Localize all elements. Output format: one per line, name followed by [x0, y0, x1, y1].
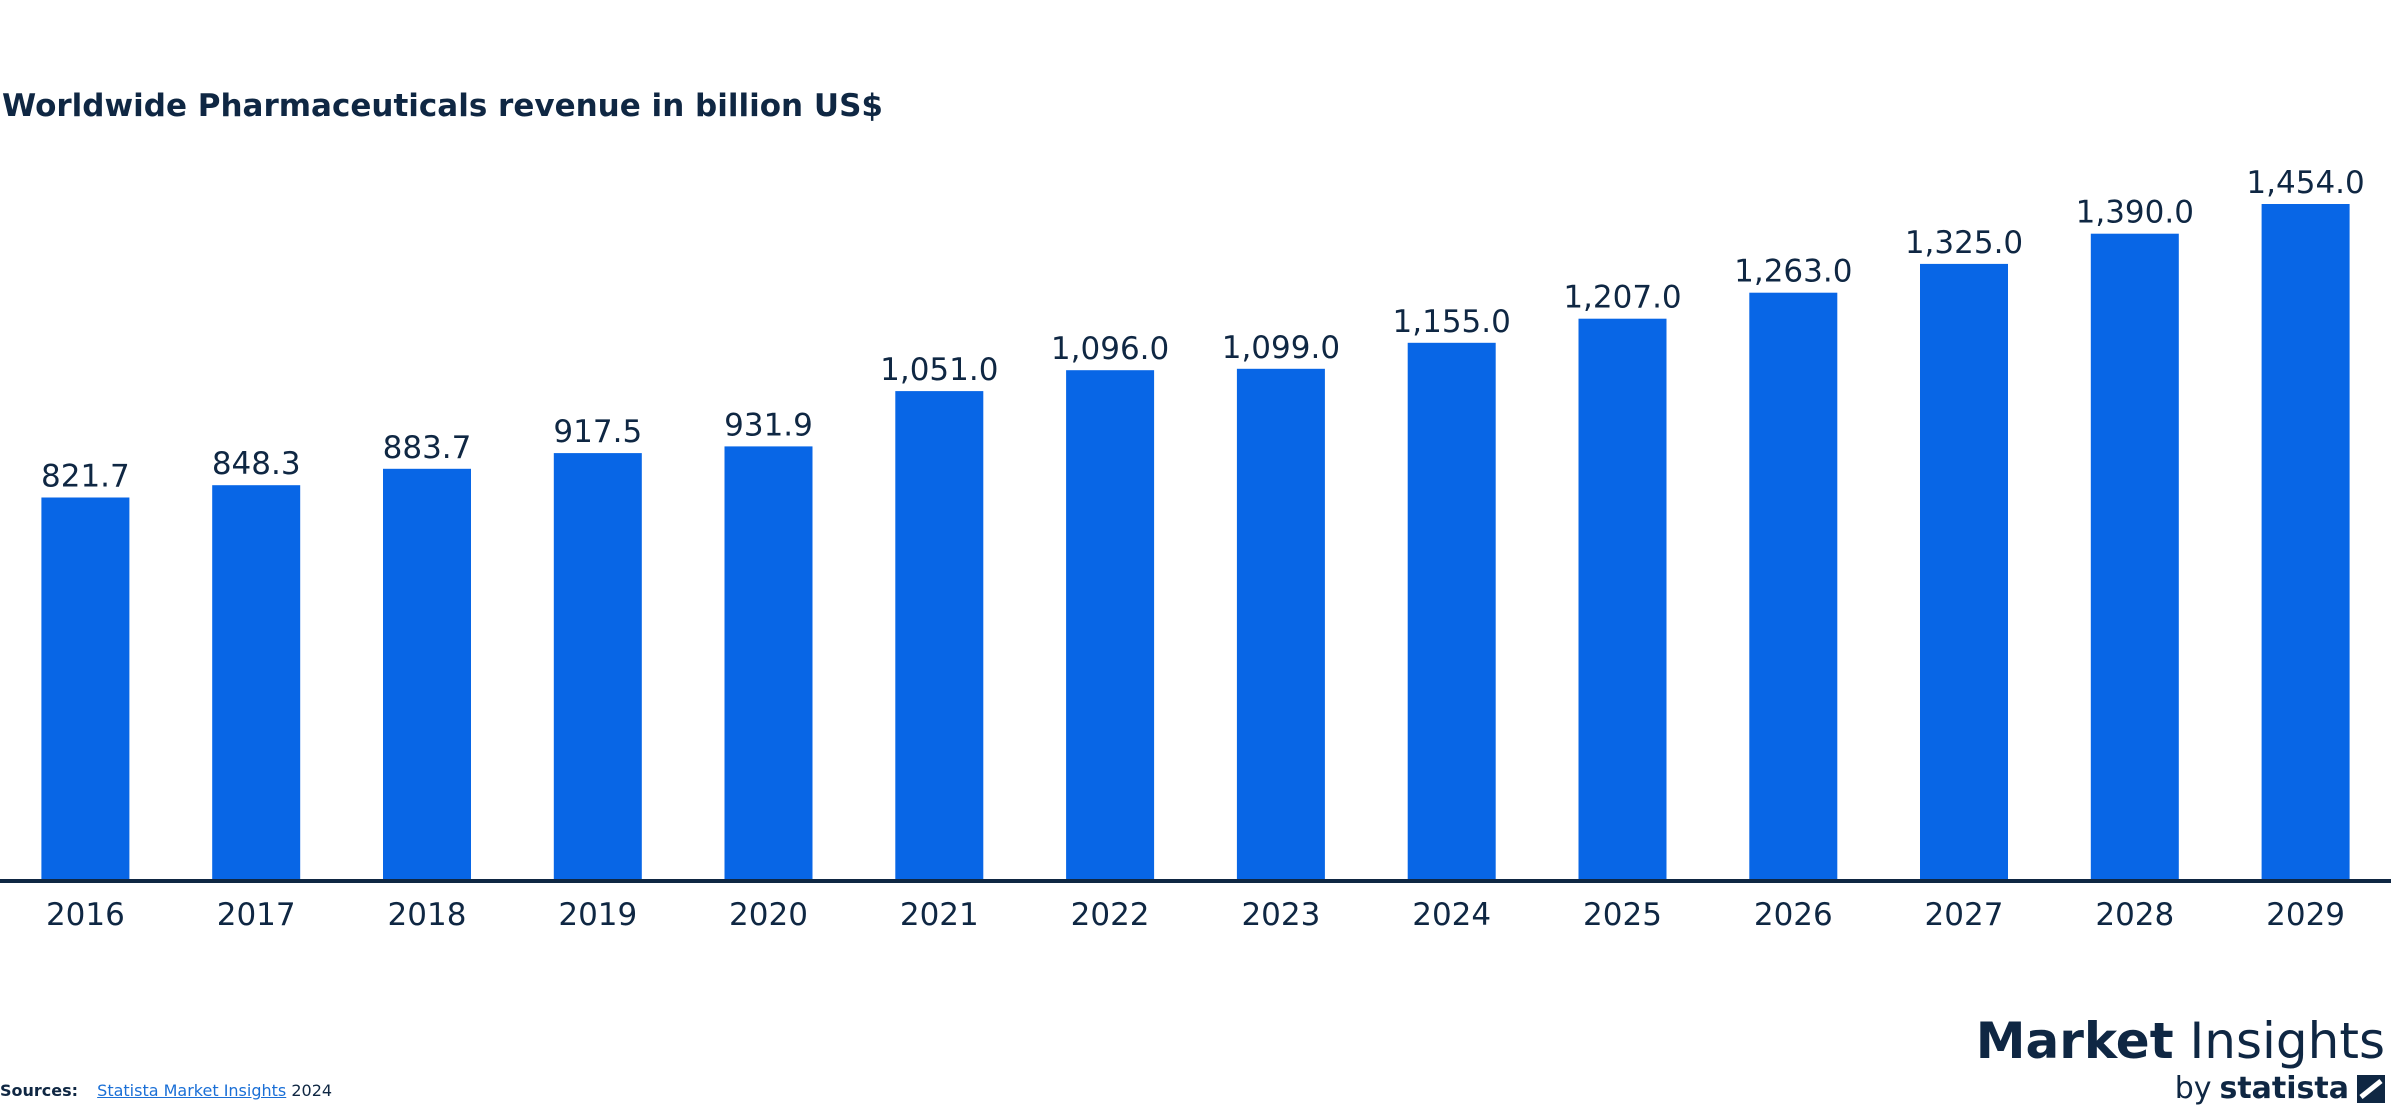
- value-label-2021: 1,051.0: [880, 352, 998, 388]
- bar-chart: 821.7 2016 848.3 2017 883.7 2018 917.5 2019 931.…: [0, 165, 2391, 933]
- value-label-2029: 1,454.0: [2246, 165, 2364, 201]
- x-tick-2026: 2026: [1754, 897, 1833, 933]
- bar-2020: [724, 446, 813, 879]
- x-tick-2021: 2021: [900, 897, 979, 933]
- x-tick-2027: 2027: [1925, 897, 2004, 933]
- value-label-2027: 1,325.0: [1905, 225, 2023, 261]
- sources-footer: Sources: Statista Market Insights 2024: [0, 1081, 332, 1100]
- brand-by: by: [2174, 1071, 2212, 1106]
- value-label-2020: 931.9: [724, 407, 813, 443]
- by-statista: by statista: [1976, 1069, 2385, 1109]
- statista-logo-icon: [2357, 1075, 2385, 1103]
- bar-2026: [1749, 292, 1838, 879]
- x-tick-2024: 2024: [1412, 897, 1491, 933]
- value-label-2025: 1,207.0: [1563, 280, 1681, 316]
- bar-2024: [1407, 342, 1496, 879]
- sources-label: Sources:: [0, 1081, 79, 1100]
- source-year: 2024: [291, 1081, 333, 1100]
- x-tick-2018: 2018: [388, 897, 467, 933]
- bar-2028: [2090, 233, 2179, 879]
- value-label-2016: 821.7: [41, 459, 130, 495]
- x-tick-2022: 2022: [1071, 897, 1150, 933]
- value-label-2024: 1,155.0: [1393, 304, 1511, 340]
- bar-2023: [1236, 368, 1325, 879]
- bar-2029: [2261, 204, 2350, 879]
- bar-2018: [383, 468, 471, 879]
- brand-statista: statista: [2219, 1071, 2349, 1106]
- value-label-2028: 1,390.0: [2076, 195, 2194, 231]
- bar-2019: [553, 453, 642, 879]
- x-tick-2025: 2025: [1583, 897, 1662, 933]
- bar-2021: [895, 391, 984, 879]
- bar-2022: [1066, 370, 1155, 879]
- bar-2027: [1920, 263, 2008, 879]
- bar-2016: [41, 497, 130, 879]
- value-label-2023: 1,099.0: [1222, 330, 1340, 366]
- value-label-2022: 1,096.0: [1051, 331, 1169, 367]
- brand-market: Market: [1975, 1012, 2174, 1070]
- chart-title: Worldwide Pharmaceuticals revenue in bil…: [2, 88, 883, 124]
- brand-logo: Market Insights by statista: [1976, 1013, 2385, 1109]
- x-tick-2028: 2028: [2095, 897, 2174, 933]
- value-label-2026: 1,263.0: [1734, 254, 1852, 290]
- bar-2025: [1578, 318, 1667, 879]
- x-tick-2017: 2017: [217, 897, 296, 933]
- x-tick-2016: 2016: [46, 897, 125, 933]
- value-label-2017: 848.3: [212, 446, 301, 482]
- bar-2017: [212, 485, 301, 879]
- value-label-2019: 917.5: [553, 414, 642, 450]
- value-label-2018: 883.7: [383, 430, 472, 466]
- source-link[interactable]: Statista Market Insights: [97, 1081, 287, 1100]
- x-tick-2023: 2023: [1241, 897, 1320, 933]
- x-tick-2020: 2020: [729, 897, 808, 933]
- market-insights-wordmark: Market Insights: [1976, 1013, 2385, 1069]
- brand-insights: Insights: [2189, 1012, 2385, 1070]
- x-tick-2029: 2029: [2266, 897, 2345, 933]
- x-tick-2019: 2019: [558, 897, 637, 933]
